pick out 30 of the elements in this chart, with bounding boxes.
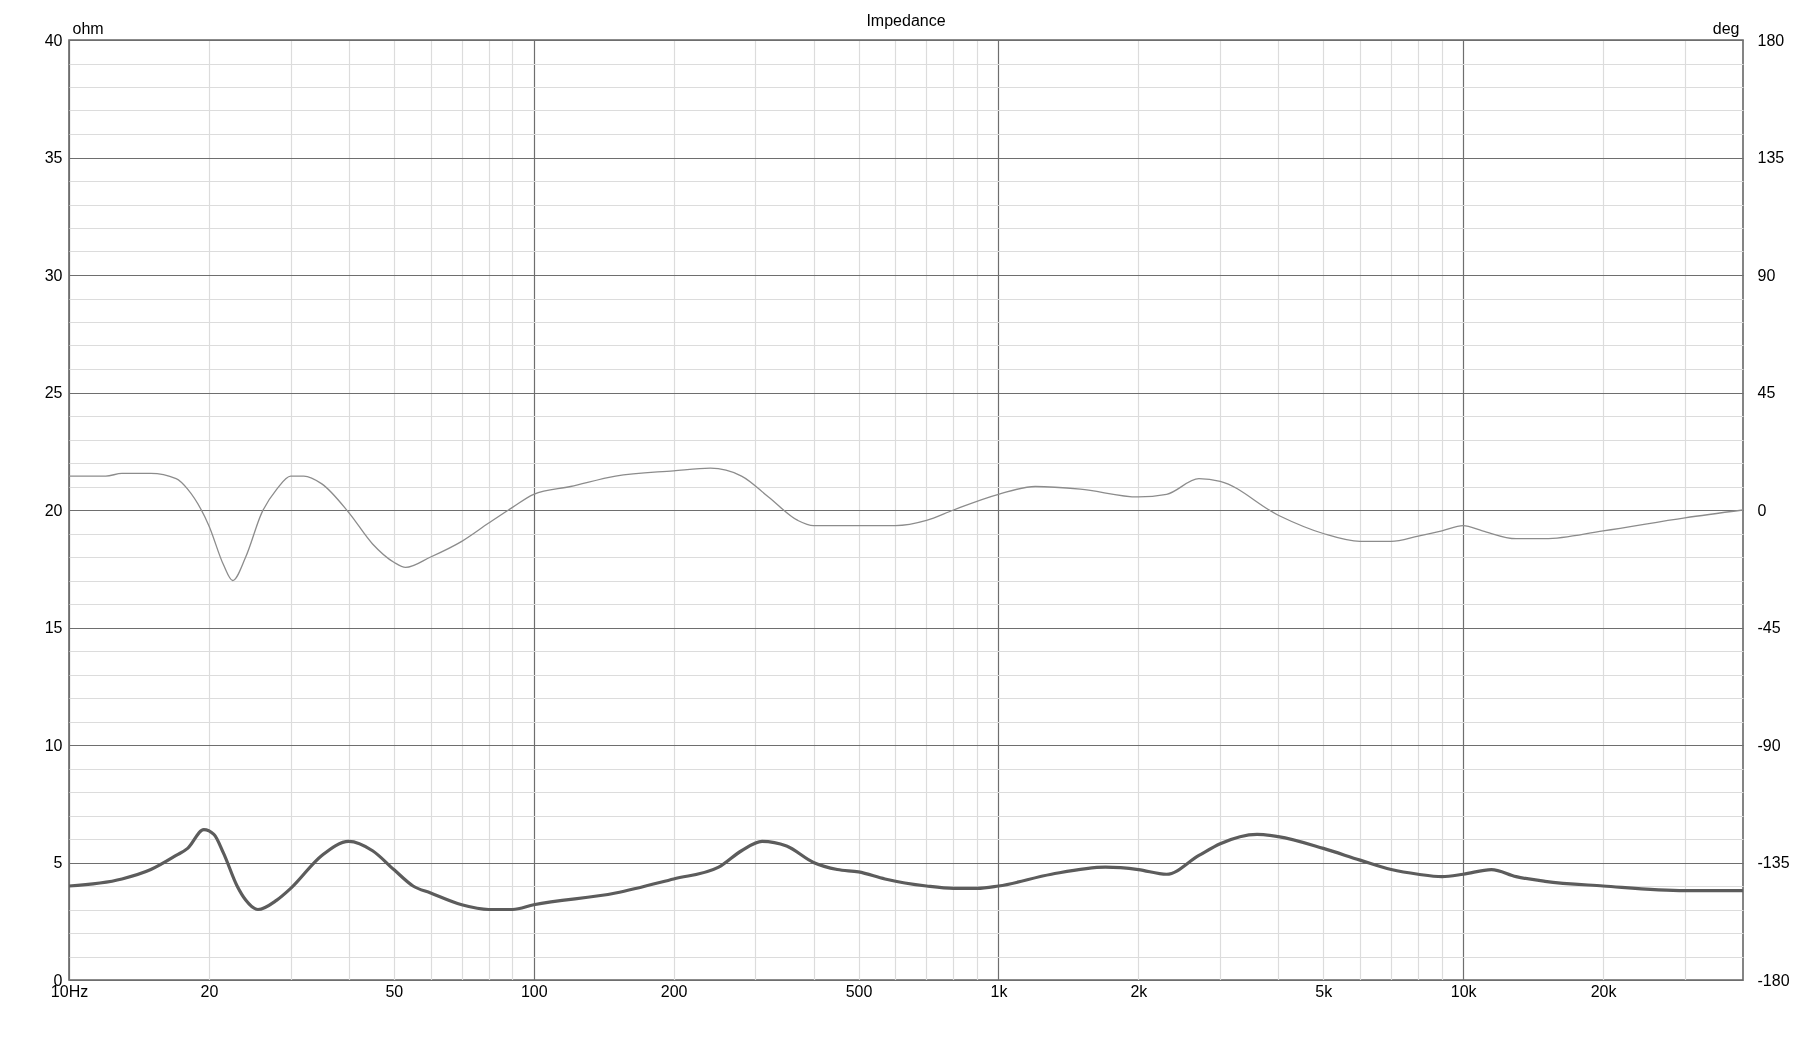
y2-tick-label: -180	[1757, 971, 1790, 989]
y-tick-label: 10	[44, 736, 63, 754]
y-tick-label: 35	[44, 149, 63, 166]
x-tick-label: 1k	[990, 982, 1009, 1000]
y2-tick-label: 180	[1757, 31, 1785, 49]
y2-tick-label: 135	[1757, 149, 1785, 166]
x-tick-label: 200	[660, 982, 688, 1000]
y2-tick-label: 0	[1757, 501, 1767, 519]
y2-axis-title: deg	[1712, 19, 1740, 37]
y-tick-label: 20	[44, 501, 63, 519]
y2-tick-label: -45	[1757, 619, 1781, 636]
y-tick-label: 40	[44, 31, 63, 49]
x-tick-label: 2k	[1130, 982, 1149, 1000]
chart-title: Impedance	[866, 12, 946, 29]
y2-tick-label: -135	[1757, 854, 1790, 871]
x-tick-label: 50	[385, 982, 404, 1000]
x-tick-label: 100	[520, 982, 548, 1000]
y-tick-label: 30	[44, 266, 63, 284]
x-tick-label: 20	[200, 982, 219, 1000]
y-tick-label: 15	[44, 619, 63, 636]
x-tick-label: 20k	[1590, 982, 1618, 1000]
y-tick-label: 25	[44, 384, 63, 401]
y-axis-title: ohm	[72, 19, 104, 37]
y2-tick-label: 45	[1757, 384, 1776, 401]
y2-tick-label: -90	[1757, 736, 1781, 754]
y-tick-label: 5	[53, 854, 63, 871]
y2-tick-label: 90	[1757, 266, 1776, 284]
x-tick-label: 500	[845, 982, 873, 1000]
x-tick-label: 5k	[1315, 982, 1334, 1000]
x-tick-label: 10k	[1450, 982, 1478, 1000]
